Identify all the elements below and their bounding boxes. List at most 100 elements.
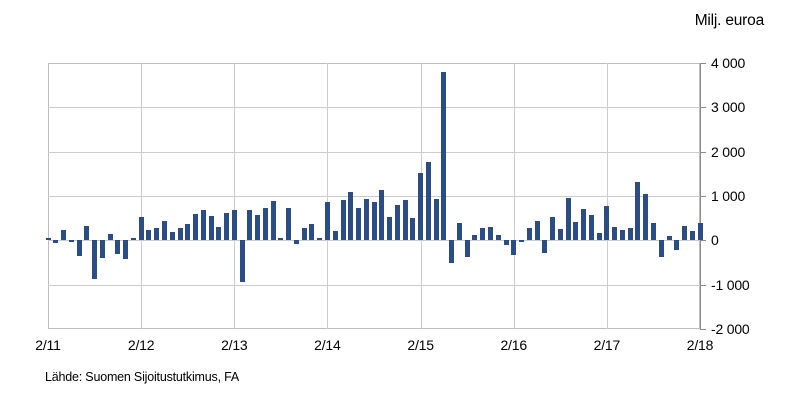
y-axis-tick xyxy=(700,151,706,153)
chart-bar xyxy=(619,229,625,241)
chart-bar xyxy=(68,240,74,243)
chart-bar xyxy=(402,200,408,241)
gridline-vertical xyxy=(327,63,329,329)
chart-bar xyxy=(588,215,594,241)
gridline-horizontal xyxy=(48,107,700,109)
chart-bar xyxy=(511,240,517,255)
chart-bar xyxy=(84,226,90,241)
chart-bar xyxy=(123,240,129,260)
chart-bar xyxy=(573,221,579,241)
x-tick-label: 2/12 xyxy=(127,337,155,353)
gridline-horizontal xyxy=(48,284,700,286)
chart-bar xyxy=(270,200,276,241)
chart-bar xyxy=(643,193,649,241)
x-tick-label: 2/13 xyxy=(221,337,248,353)
chart-bar xyxy=(92,240,98,279)
chart-bar xyxy=(550,216,555,241)
y-axis-tick xyxy=(700,284,706,286)
chart-bar xyxy=(239,240,245,282)
chart-bar xyxy=(666,236,672,241)
chart-bar xyxy=(115,240,121,255)
chart-bar xyxy=(348,192,354,241)
chart-bar xyxy=(286,208,292,241)
chart-bar xyxy=(534,221,540,241)
y-tick-label: 1 000 xyxy=(711,188,746,204)
gridline-horizontal xyxy=(48,196,700,197)
chart-bar xyxy=(503,240,509,246)
x-tick-label: 2/18 xyxy=(686,337,714,353)
chart-bar xyxy=(309,224,315,241)
chart-bar xyxy=(371,202,377,241)
chart-bar xyxy=(231,209,237,241)
chart-bar xyxy=(596,232,602,241)
chart-bar xyxy=(387,216,392,241)
chart-bar xyxy=(61,230,66,241)
chart-bar xyxy=(612,227,618,241)
chart-bar xyxy=(107,234,113,241)
chart-bar xyxy=(76,240,82,256)
x-tick-label: 2/15 xyxy=(407,337,434,353)
x-tick-label: 2/11 xyxy=(35,337,61,353)
chart-bar xyxy=(208,215,214,241)
chart-bar xyxy=(557,228,563,241)
source-caption: Lähde: Suomen Sijoitustutkimus, FA xyxy=(45,370,239,384)
chart-bar xyxy=(262,207,268,241)
chart-bar xyxy=(604,205,610,241)
chart-bar xyxy=(697,222,703,241)
y-axis-tick xyxy=(700,240,706,242)
chart-bar xyxy=(456,222,462,241)
y-tick-label: 0 xyxy=(711,232,719,249)
chart-bar xyxy=(45,237,51,241)
x-tick-label: 2/16 xyxy=(500,337,527,353)
chart-bar xyxy=(682,226,687,241)
chart-bar xyxy=(301,227,307,241)
gridline-horizontal xyxy=(48,240,700,242)
chart-bar xyxy=(519,240,524,242)
chart-bar xyxy=(324,202,330,241)
chart-bar xyxy=(418,172,424,241)
chart-bar xyxy=(464,240,470,257)
chart-bar xyxy=(177,227,183,241)
chart-bar xyxy=(363,198,369,241)
chart-bar xyxy=(410,218,416,241)
chart-bar xyxy=(200,210,206,241)
chart-bar xyxy=(317,238,323,241)
y-tick-label: 2 000 xyxy=(711,143,746,160)
chart-bar xyxy=(161,221,167,241)
chart-bar xyxy=(449,240,455,264)
chart-bar xyxy=(216,227,222,241)
chart-bar xyxy=(433,199,439,241)
chart-bar xyxy=(635,181,641,241)
chart-bar xyxy=(193,213,198,241)
chart-bar xyxy=(480,228,486,241)
y-tick-label: -2 000 xyxy=(711,321,750,337)
y-axis-tick xyxy=(700,107,706,109)
x-tick-label: 2/17 xyxy=(593,337,621,353)
chart-bar xyxy=(526,227,532,241)
chart-bar xyxy=(650,223,656,241)
chart-bar xyxy=(674,240,680,250)
chart-bar xyxy=(255,215,261,241)
chart-bar xyxy=(627,227,633,241)
y-tick-label: -1 000 xyxy=(711,276,750,293)
gridline-vertical xyxy=(141,63,143,329)
chart-bar xyxy=(441,71,447,241)
chart-bar xyxy=(487,227,493,241)
gridline-horizontal xyxy=(48,151,700,153)
y-tick-label: 4 000 xyxy=(711,55,746,71)
gridline-vertical xyxy=(606,63,608,329)
chart-bar xyxy=(138,216,144,241)
chart-bar xyxy=(542,240,548,253)
chart-bar xyxy=(340,199,346,241)
chart-bar xyxy=(293,240,299,244)
chart-bar xyxy=(247,209,253,241)
chart-bar xyxy=(278,238,284,241)
y-axis-tick xyxy=(700,329,706,330)
chart-bar xyxy=(472,234,478,241)
chart-bar xyxy=(224,212,229,241)
gridline-vertical xyxy=(234,63,236,329)
y-axis-unit-label: Milj. euroa xyxy=(694,12,765,29)
chart-bar xyxy=(99,240,105,259)
chart-bar xyxy=(185,224,191,241)
